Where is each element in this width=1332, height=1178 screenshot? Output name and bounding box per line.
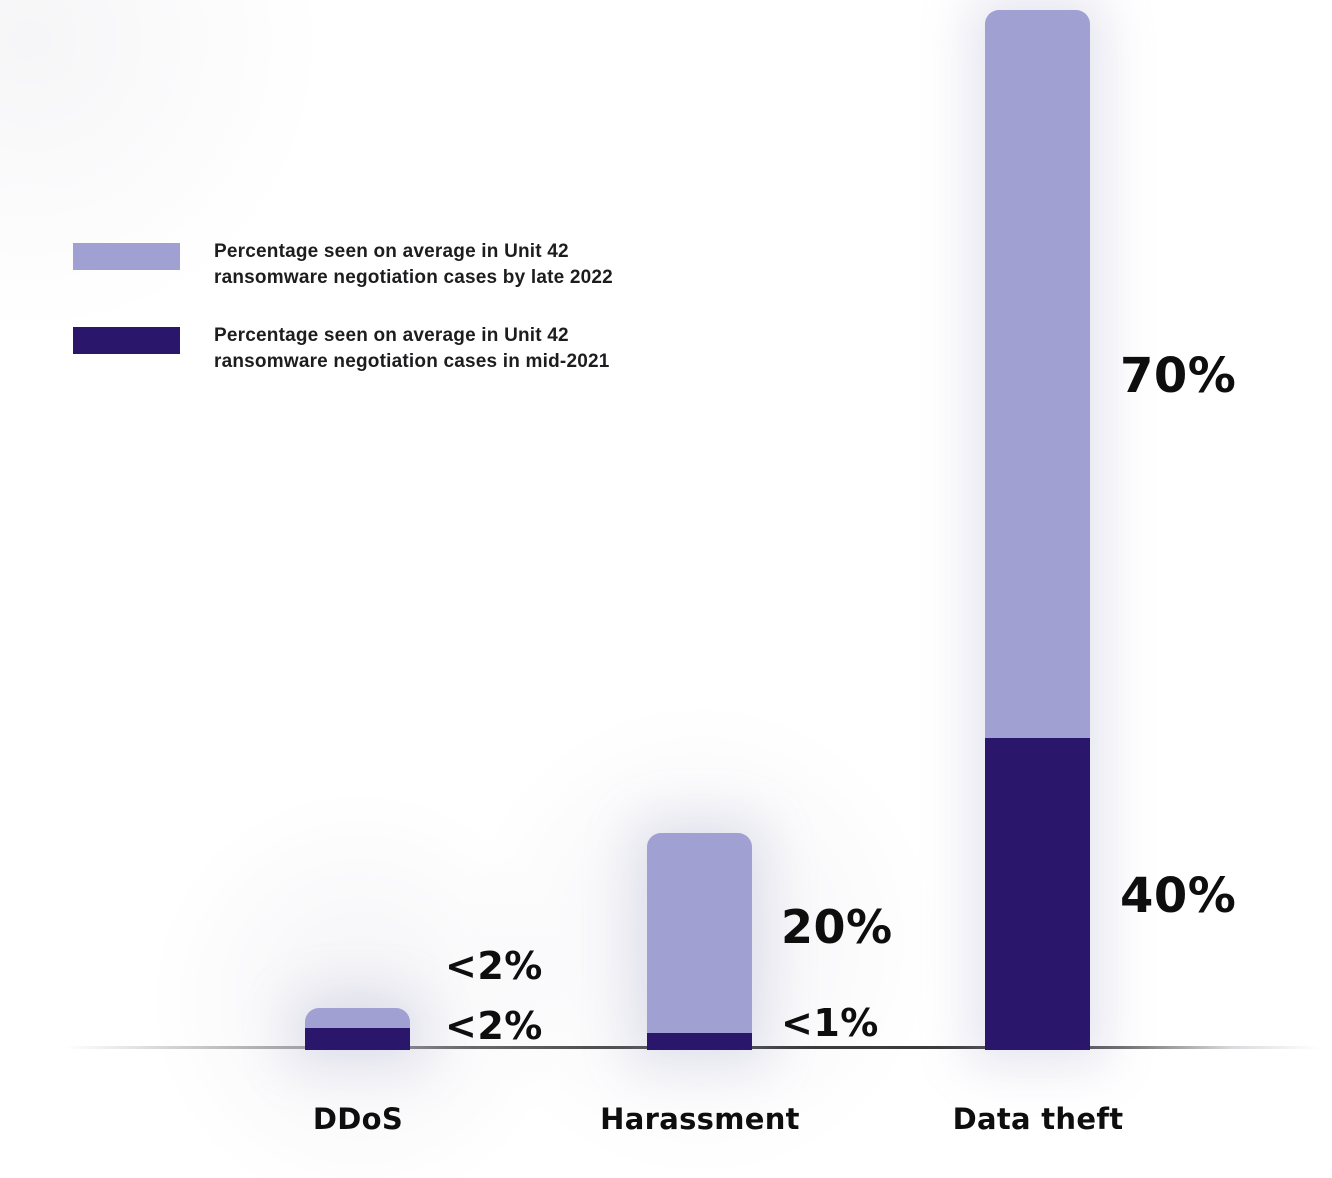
value-label-data-theft-mid-2021: 40% bbox=[1120, 868, 1237, 924]
legend-item-late-2022: Percentage seen on average in Unit 42 ra… bbox=[73, 241, 613, 291]
bar-harassment-mid-2021 bbox=[647, 1033, 752, 1050]
bar-ddos-mid-2021 bbox=[305, 1028, 410, 1050]
value-label-ddos-mid-2021: <2% bbox=[445, 1004, 543, 1048]
value-label-data-theft-late-2022: 70% bbox=[1120, 348, 1237, 404]
legend-label-late-2022-line2: ransomware negotiation cases by late 202… bbox=[214, 267, 613, 288]
value-label-harassment-late-2022: 20% bbox=[781, 900, 893, 954]
category-label-ddos: DDoS bbox=[312, 1102, 404, 1136]
legend-swatch-late-2022-icon bbox=[73, 243, 180, 270]
category-label-harassment: Harassment bbox=[600, 1102, 800, 1136]
legend-label-late-2022: Percentage seen on average in Unit 42 ra… bbox=[214, 239, 613, 291]
value-label-ddos-late-2022: <2% bbox=[445, 944, 543, 988]
bar-harassment-late-2022 bbox=[647, 833, 752, 1050]
legend-label-mid-2021-line2: ransomware negotiation cases in mid-2021 bbox=[214, 351, 610, 372]
legend-label-mid-2021-line1: Percentage seen on average in Unit 42 bbox=[214, 325, 569, 346]
legend-label-mid-2021: Percentage seen on average in Unit 42 ra… bbox=[214, 323, 610, 375]
legend-swatch-mid-2021-icon bbox=[73, 327, 180, 354]
legend-label-late-2022-line1: Percentage seen on average in Unit 42 bbox=[214, 241, 569, 262]
category-label-data-theft: Data theft bbox=[952, 1102, 1124, 1136]
bar-data-theft-mid-2021 bbox=[985, 738, 1090, 1050]
value-label-harassment-mid-2021: <1% bbox=[781, 1001, 879, 1045]
legend-item-mid-2021: Percentage seen on average in Unit 42 ra… bbox=[73, 325, 610, 375]
